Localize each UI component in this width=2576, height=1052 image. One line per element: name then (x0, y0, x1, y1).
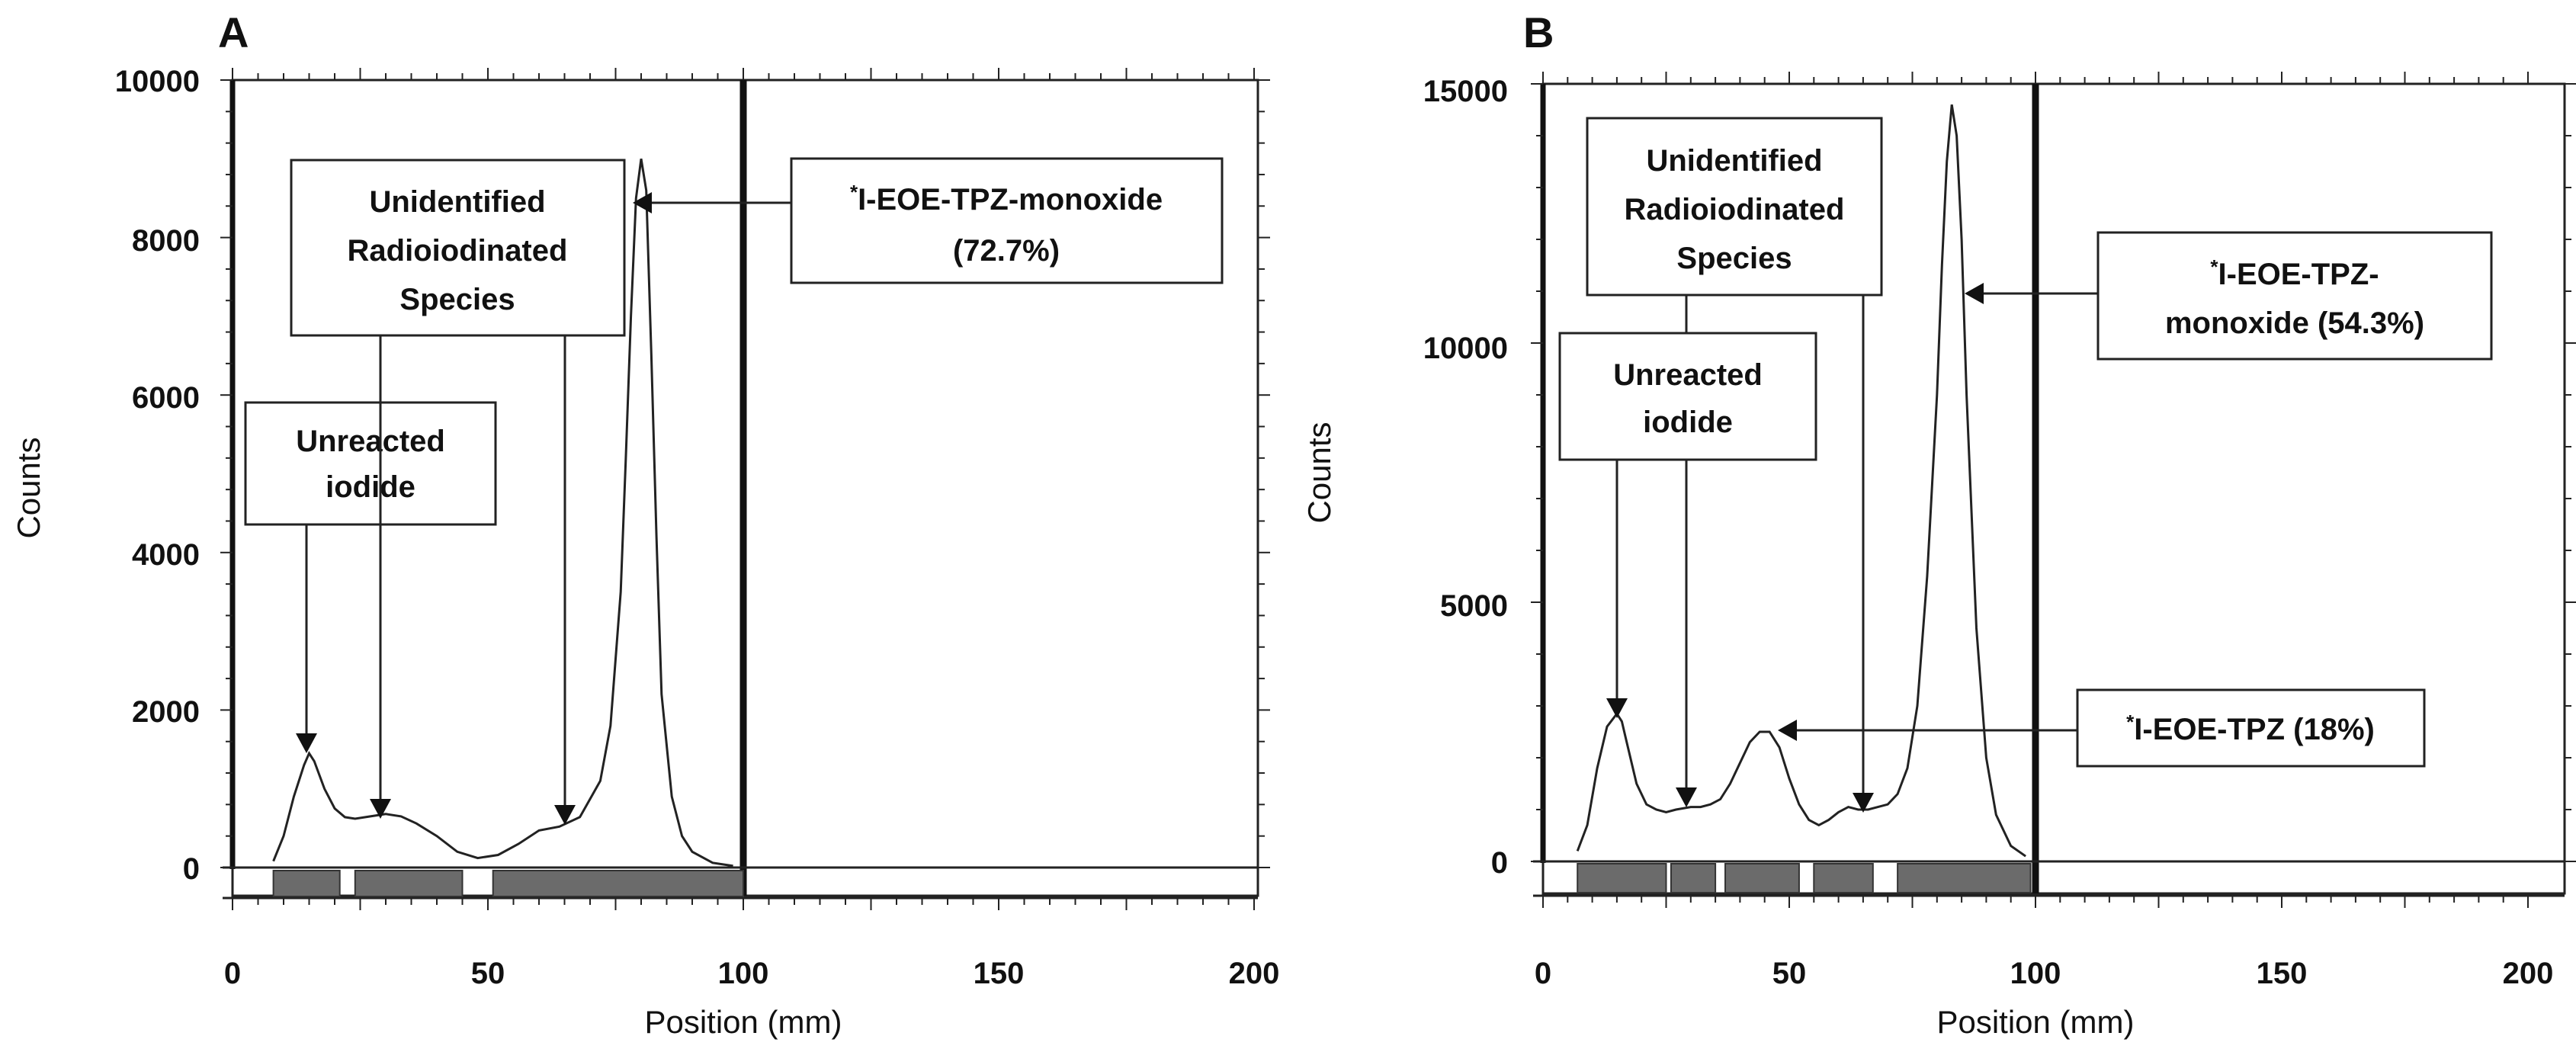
panel-b-unreacted-line1: Unreacted (1613, 358, 1763, 392)
panel-b-tpz-name: I-EOE-TPZ (18%) (2134, 713, 2375, 746)
panel-b-tlc-segment (1724, 863, 1800, 893)
panel-a-xtick-150: 150 (974, 957, 1025, 990)
panel-b-tlc-segment (1897, 863, 2032, 893)
panel-b-unidentified-line2: Radioiodinated (1625, 193, 1845, 226)
panel-a-ytick-0: 0 (183, 852, 200, 886)
panel-a-y-axis-title: Counts (11, 437, 47, 538)
panel-b-arrow-unidentified-1 (1676, 787, 1697, 807)
panel-b-ytick-10000: 10000 (1423, 332, 1508, 365)
panel-b-tlc-segment (1577, 863, 1667, 893)
panel-a-xtick-100: 100 (718, 957, 769, 990)
panel-a-tlc-segment (354, 870, 464, 897)
panel-b-monoxide-line1: *I-EOE-TPZ- (2210, 255, 2379, 291)
panel-b-tpz-line1: *I-EOE-TPZ (18%) (2126, 710, 2375, 746)
panel-b-arrow-monoxide (1965, 283, 1984, 304)
panel-b-ticks (1531, 72, 2576, 908)
panel-b-monoxide-prefix: * (2210, 255, 2218, 278)
panel-b-xtick-0: 0 (1535, 957, 1551, 990)
panel-b-ytick-0: 0 (1491, 846, 1508, 880)
panel-a-ticks (220, 68, 1270, 910)
panel-a-annotation-unidentified: Unidentified Radioiodinated Species (290, 159, 626, 825)
panel-a-unreacted-line2: iodide (326, 470, 415, 504)
panel-a-ytick-8000: 8000 (132, 224, 200, 258)
panel-b-arrow-unreacted (1606, 698, 1628, 718)
panel-b-unidentified-line3: Species (1676, 242, 1792, 275)
panel-a-segments (272, 870, 744, 897)
panel-b-letter: B (1523, 8, 1554, 56)
panel-a-x-axis-title: Position (mm) (644, 1004, 842, 1040)
panel-a-monoxide-line1: *I-EOE-TPZ-monoxide (850, 181, 1163, 216)
panel-a-tlc-segment (272, 870, 341, 897)
panel-a-ytick-6000: 6000 (132, 381, 200, 415)
panel-a-ytick-4000: 4000 (132, 538, 200, 572)
panel-b-monoxide-line2: monoxide (54.3%) (2165, 306, 2424, 340)
panel-b-xtick-50: 50 (1772, 957, 1807, 990)
panel-a-trace (272, 159, 733, 868)
panel-b-segments (1577, 863, 2032, 893)
panel-a-monoxide-name: I-EOE-TPZ-monoxide (858, 183, 1163, 216)
panel-b-annotation-tpz: *I-EOE-TPZ (18%) (1778, 688, 2426, 768)
panel-a-unidentified-line2: Radioiodinated (348, 234, 568, 268)
panel-b-monoxide-name: I-EOE-TPZ- (2218, 258, 2379, 291)
panel-a-monoxide-line2: (72.7%) (953, 234, 1060, 268)
panel-b-annotation-unreacted-iodide: Unreacted iodide (1558, 332, 1817, 718)
panel-b-annotation-unidentified: Unidentified Radioiodinated Species (1586, 117, 1883, 813)
panel-a-unreacted-line1: Unreacted (296, 425, 445, 458)
panel-a-arrow-unreacted (296, 733, 317, 753)
panel-b-annotation-monoxide: *I-EOE-TPZ- monoxide (54.3%) (1965, 231, 2493, 361)
panel-b-x-axis-title: Position (mm) (1936, 1004, 2134, 1040)
panel-b-trace (1576, 104, 2026, 858)
panel-a-monoxide-prefix: * (850, 181, 858, 204)
panel-a-arrow-unidentified-2 (554, 805, 576, 825)
panel-b-ytick-5000: 5000 (1440, 589, 1508, 623)
panel-a-ytick-10000: 10000 (115, 65, 200, 98)
panel-b-y-axis-title: Counts (1301, 422, 1337, 523)
panel-a-unidentified-line1: Unidentified (369, 185, 545, 219)
panel-b-unreacted-line2: iodide (1643, 406, 1733, 439)
panel-a-letter: A (218, 8, 249, 56)
panel-b-ytick-15000: 15000 (1423, 75, 1508, 108)
panel-b-tpz-prefix: * (2126, 710, 2135, 733)
panel-a-tlc-segment (492, 870, 744, 897)
panel-b-tlc-segment (1670, 863, 1717, 893)
panel-b-xtick-100: 100 (2010, 957, 2061, 990)
panel-b-xtick-200: 200 (2503, 957, 2554, 990)
panel-a-arrow-unidentified-1 (370, 799, 391, 819)
panel-a-ytick-2000: 2000 (132, 695, 200, 729)
panel-a-xtick-200: 200 (1229, 957, 1280, 990)
panel-b-xtick-150: 150 (2257, 957, 2308, 990)
panel-a: A 0 2000 4000 6000 8000 10000 0 50 100 1… (11, 8, 1279, 1040)
panel-b-tlc-segment (1813, 863, 1874, 893)
panel-b-arrow-tpz (1778, 720, 1797, 741)
panel-b-unidentified-line1: Unidentified (1646, 144, 1822, 178)
panel-b: B 0 5000 10000 15000 0 50 100 150 200 Po… (1301, 8, 2576, 1040)
panel-a-xtick-50: 50 (471, 957, 505, 990)
panel-a-annotation-monoxide: *I-EOE-TPZ-monoxide (72.7%) (633, 157, 1224, 284)
panel-a-xtick-0: 0 (224, 957, 241, 990)
panel-a-unidentified-line3: Species (399, 283, 515, 316)
panel-a-annotation-unreacted-iodide: Unreacted iodide (244, 401, 497, 753)
panel-b-arrow-unidentified-2 (1853, 793, 1874, 813)
panel-a-arrow-monoxide (633, 192, 652, 213)
